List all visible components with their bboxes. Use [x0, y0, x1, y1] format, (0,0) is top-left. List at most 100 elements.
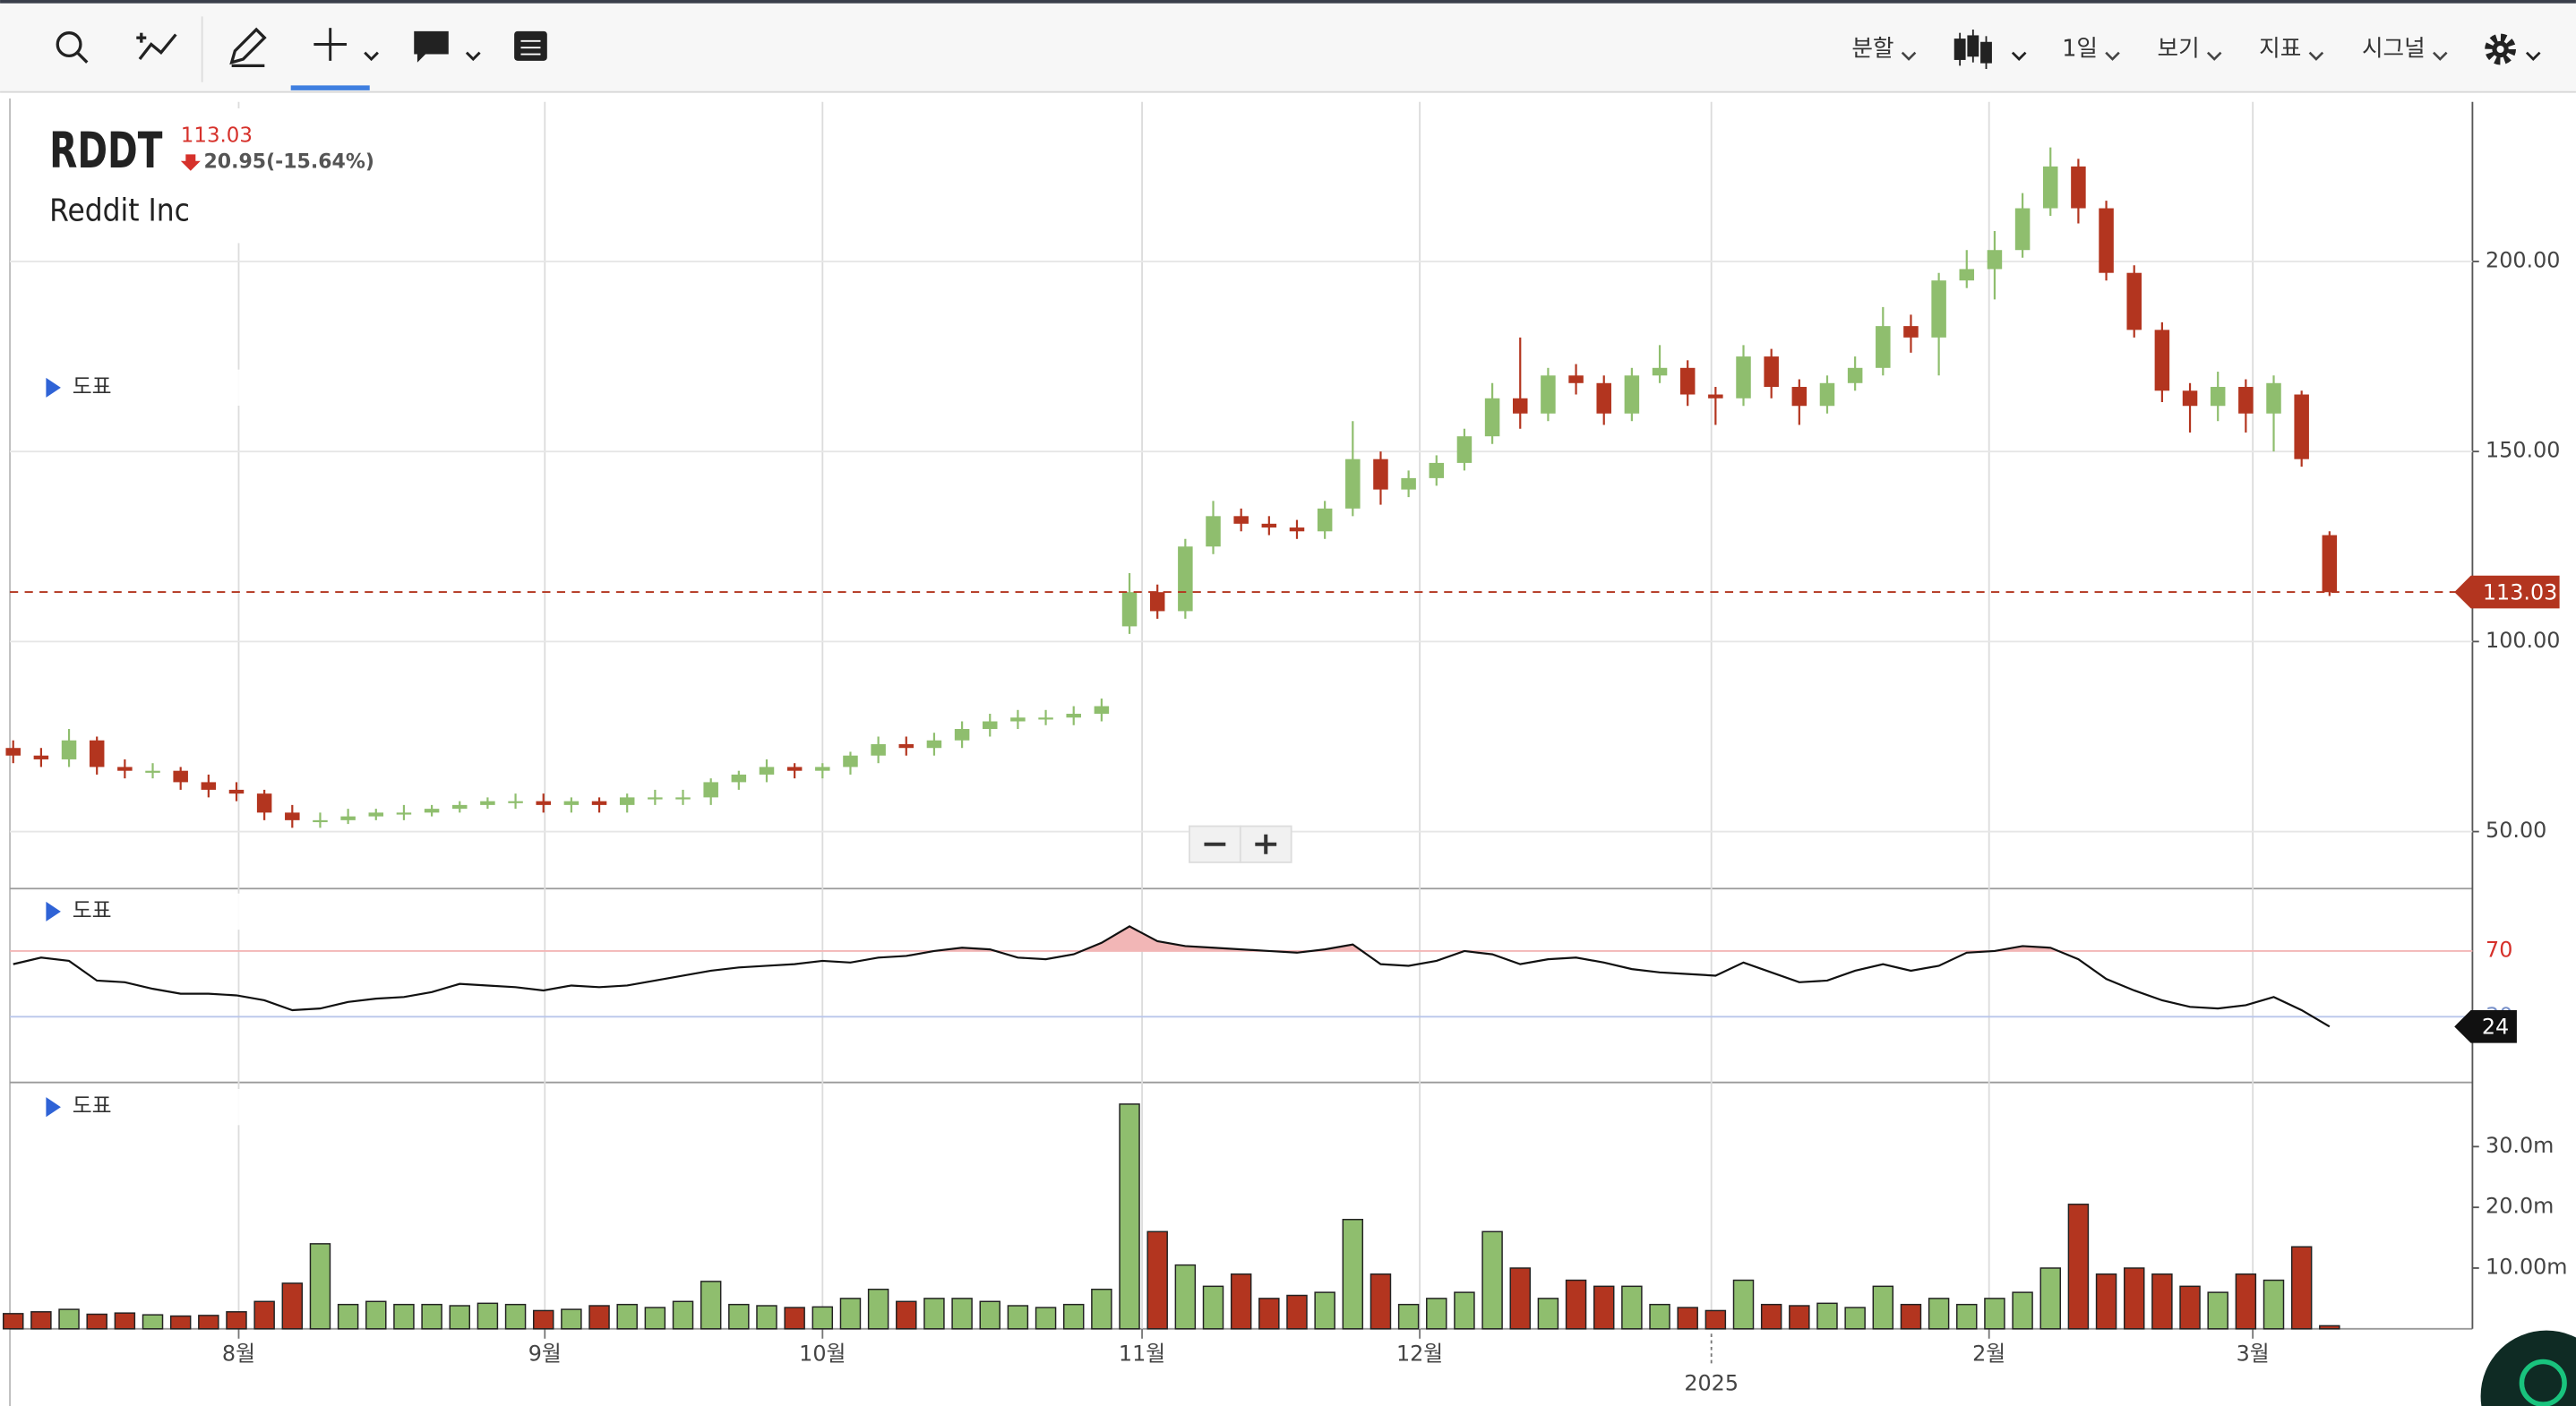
volume-bar — [86, 1313, 107, 1330]
candle-body — [843, 755, 858, 767]
overlay: 8월 9월 10월 11월 12월 2월 3월 2025 50.00 100.00 150.00 20… — [10, 108, 2568, 1396]
volume-bar — [1900, 1303, 1922, 1330]
x-tick-label: 10월 — [799, 1342, 846, 1367]
candle-body — [2042, 166, 2058, 209]
volume-bar — [2039, 1267, 2061, 1330]
menu-chevron — [2206, 51, 2222, 61]
volume-bar — [979, 1300, 1000, 1330]
volume-bar — [896, 1300, 917, 1330]
panel-toggle[interactable]: 도표 — [30, 369, 240, 407]
volume-bar — [58, 1308, 80, 1330]
panel-label: 도표 — [73, 373, 112, 399]
candle-body — [1819, 382, 1835, 407]
menu-item[interactable]: 시그널 — [2362, 36, 2448, 63]
volume-bar — [1481, 1230, 1503, 1330]
zoom-in-button[interactable] — [1239, 825, 1292, 863]
y-tick-label: 10.00m — [2486, 1254, 2567, 1279]
header-change: 20.95(-15.64%) — [203, 151, 374, 174]
volume-bar — [2179, 1285, 2201, 1330]
volume-bar — [2151, 1273, 2173, 1330]
rsi-line — [13, 925, 2331, 1028]
assistant-logo[interactable] — [2480, 1330, 2576, 1406]
zoom-out-button[interactable] — [1189, 825, 1241, 863]
settings-button[interactable] — [2485, 33, 2541, 65]
candle-body — [1149, 592, 1165, 612]
toolbar-menus: 분할 1일 보기 지표 시그널 — [1851, 36, 2448, 63]
volume-bar — [309, 1243, 331, 1330]
candle-body — [173, 770, 188, 783]
menu-label: 1일 — [2062, 36, 2098, 63]
volume-bar — [2207, 1291, 2228, 1330]
candle-body — [1261, 523, 1277, 528]
volume-bar — [1593, 1285, 1615, 1330]
candle-body — [2210, 387, 2226, 407]
crosshair-button[interactable] — [313, 28, 379, 62]
panel-label: 도표 — [73, 1093, 112, 1119]
volume-bar — [281, 1282, 304, 1330]
candle-body — [1931, 280, 1946, 338]
volume-bar — [1565, 1279, 1587, 1330]
volume-bar — [1677, 1307, 1698, 1330]
menu-label: 보기 — [2157, 36, 2199, 63]
symbol: RDDT — [49, 122, 162, 180]
menu-item[interactable]: 분할 — [1851, 36, 1917, 63]
candle-body — [1596, 382, 1611, 414]
volume-bar — [142, 1314, 164, 1330]
panel-toggle[interactable]: 도표 — [30, 893, 240, 930]
candle-body — [1206, 516, 1221, 547]
candle-body — [2266, 382, 2281, 414]
candle-body — [1429, 462, 1445, 478]
draw-button[interactable] — [229, 27, 267, 68]
candle-body — [145, 770, 160, 773]
list-button[interactable] — [514, 30, 547, 61]
panel-toggle[interactable]: 도표 — [30, 1089, 240, 1126]
volume-bar — [923, 1298, 945, 1330]
menu-item[interactable]: 보기 — [2157, 36, 2222, 63]
candle-body — [731, 774, 747, 783]
volume-bar — [1928, 1298, 1950, 1330]
candle-body — [703, 782, 718, 798]
toggle-triangle — [46, 377, 61, 398]
volume-bar — [2319, 1325, 2340, 1330]
active-indicator — [290, 85, 370, 90]
volume-bar — [728, 1303, 750, 1330]
trend-button[interactable] — [136, 32, 177, 61]
y-tick-label: 20.0m — [2486, 1194, 2554, 1219]
candle-body — [2294, 394, 2309, 459]
candle-type-button[interactable] — [1953, 30, 2027, 70]
candle-body — [368, 812, 384, 817]
volume-bar — [477, 1302, 499, 1330]
company-name: Reddit Inc — [49, 192, 190, 228]
candle-body — [1345, 459, 1361, 509]
volume-bar — [2, 1313, 24, 1330]
candle-body — [536, 801, 551, 805]
search-button[interactable] — [56, 31, 89, 64]
menu-item[interactable]: 1일 — [2062, 36, 2120, 63]
candle-body — [898, 743, 914, 749]
menu-item[interactable]: 지표 — [2259, 36, 2324, 63]
panel-label: 도표 — [73, 897, 112, 922]
comment-button[interactable] — [414, 30, 481, 63]
volume-bar — [114, 1312, 136, 1330]
candle-body — [1456, 436, 1473, 463]
candle-body — [871, 743, 886, 756]
x-tick-label: 3월 — [2237, 1342, 2270, 1367]
candle-body — [1484, 398, 1500, 437]
candle-body — [508, 801, 523, 803]
candle-body — [313, 819, 328, 823]
menu-label: 시그널 — [2362, 36, 2426, 63]
candle-body — [201, 782, 217, 790]
candle-body — [2182, 390, 2198, 407]
volume-bar — [532, 1309, 554, 1330]
volume-bar — [811, 1306, 834, 1330]
volume-bar — [867, 1288, 889, 1330]
volume-bar — [1621, 1285, 1643, 1330]
volume-bar — [756, 1305, 777, 1330]
volume-bar — [1146, 1230, 1168, 1330]
volume-bar — [1370, 1273, 1392, 1330]
candle-body — [2014, 208, 2031, 251]
y-tick-label: 100.00 — [2486, 628, 2560, 653]
y-tick-label: 30.0m — [2486, 1133, 2554, 1158]
volume-bar — [1760, 1303, 1782, 1330]
